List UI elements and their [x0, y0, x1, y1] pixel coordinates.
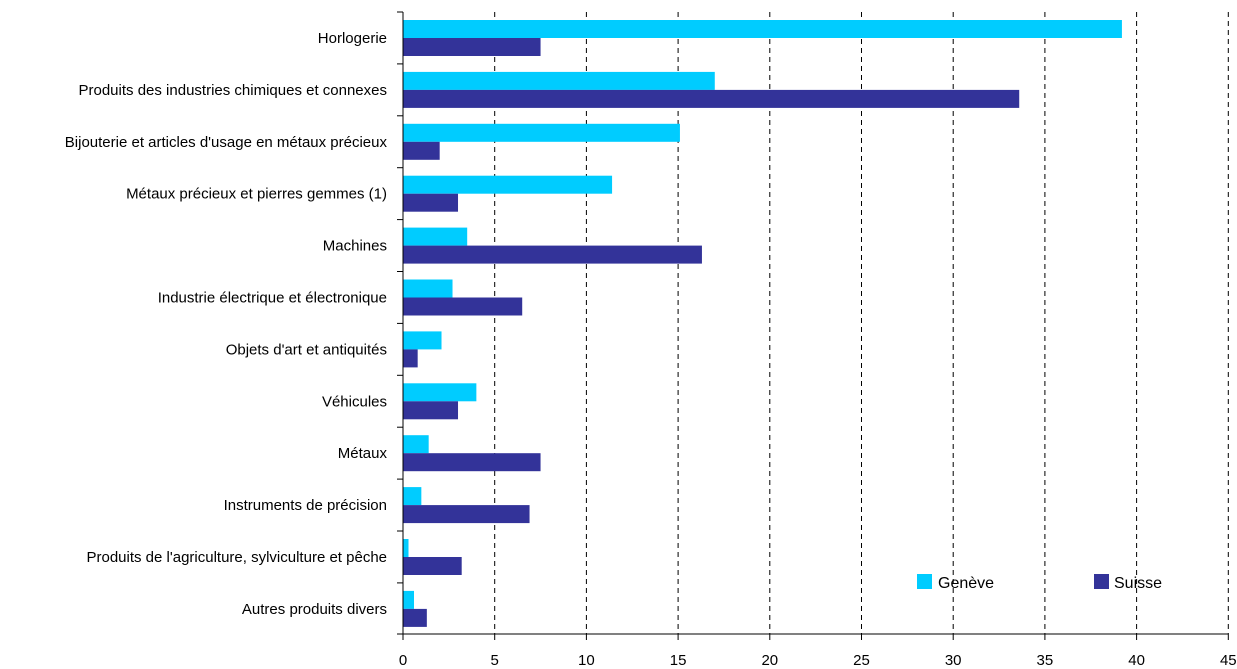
- x-tick-label-25: 25: [853, 652, 870, 669]
- bar-geneve-produits-des-industries-chimiques-et-connexes: [403, 71, 715, 90]
- category-label-instruments-de-precision: Instruments de précision: [224, 497, 387, 514]
- category-label-produits-de-l-agriculture-sylviculture-et-peche: Produits de l'agriculture, sylviculture …: [86, 549, 387, 566]
- bar-suisse-produits-des-industries-chimiques-et-connexes: [403, 89, 1020, 108]
- bar-suisse-metaux-precieux-et-pierres-gemmes-1: [403, 193, 459, 212]
- bar-suisse-machines: [403, 245, 702, 264]
- category-label-metaux: Métaux: [338, 445, 388, 462]
- x-tick-label-0: 0: [399, 652, 407, 669]
- category-label-machines: Machines: [323, 238, 387, 255]
- bar-geneve-instruments-de-precision: [403, 487, 422, 506]
- bar-geneve-industrie-electrique-et-electronique: [403, 279, 453, 298]
- bar-suisse-instruments-de-precision: [403, 505, 530, 524]
- legend-label-suisse: Suisse: [1114, 575, 1162, 592]
- category-labels: Horlogerie Produits des industries chimiq…: [65, 30, 388, 618]
- axes: [397, 11, 1229, 640]
- bar-geneve-bijouterie-et-articles-d-usage-en-metaux-precieux: [403, 123, 680, 142]
- category-label-bijouterie-et-articles-d-usage-en-metaux-precieux: Bijouterie et articles d'usage en métaux…: [65, 134, 388, 151]
- bar-suisse-industrie-electrique-et-electronique: [403, 297, 523, 316]
- bar-geneve-metaux-precieux-et-pierres-gemmes-1: [403, 175, 613, 194]
- bar-suisse-produits-de-l-agriculture-sylviculture-et-peche: [403, 557, 462, 575]
- bar-suisse-metaux: [403, 453, 541, 472]
- bar-geneve-autres-produits-divers: [403, 590, 415, 609]
- legend-swatch-suisse: [1094, 574, 1109, 589]
- bar-suisse-objets-d-art-et-antiquites: [403, 349, 418, 368]
- legend-swatch-geneve: [917, 574, 932, 589]
- x-tick-label-15: 15: [670, 652, 687, 669]
- x-tick-label-45: 45: [1220, 652, 1237, 669]
- category-label-metaux-precieux-et-pierres-gemmes-1: Métaux précieux et pierres gemmes (1): [126, 186, 387, 203]
- category-label-horlogerie: Horlogerie: [318, 30, 387, 47]
- bar-suisse-bijouterie-et-articles-d-usage-en-metaux-precieux: [403, 141, 440, 160]
- bar-suisse-vehicules: [403, 401, 459, 420]
- x-tick-label-5: 5: [491, 652, 499, 669]
- category-label-objets-d-art-et-antiquites: Objets d'art et antiquités: [226, 341, 387, 358]
- x-tick-label-10: 10: [578, 652, 595, 669]
- bar-geneve-produits-de-l-agriculture-sylviculture-et-peche: [403, 539, 409, 557]
- x-tick-label-35: 35: [1037, 652, 1054, 669]
- legend: Genève Suisse: [917, 574, 1162, 592]
- category-label-vehicules: Véhicules: [322, 393, 387, 410]
- bar-suisse-horlogerie: [403, 38, 541, 56]
- x-tick-label-20: 20: [761, 652, 778, 669]
- category-label-autres-produits-divers: Autres produits divers: [242, 601, 387, 618]
- bar-geneve-vehicules: [403, 383, 477, 402]
- x-tick-label-30: 30: [945, 652, 962, 669]
- gridlines: [494, 12, 1229, 634]
- category-label-industrie-electrique-et-electronique: Industrie électrique et électronique: [158, 290, 387, 307]
- x-tick-label-40: 40: [1128, 652, 1145, 669]
- bars: [403, 20, 1122, 627]
- category-label-produits-des-industries-chimiques-et-connexes: Produits des industries chimiques et con…: [79, 82, 388, 99]
- bar-geneve-metaux: [403, 435, 429, 454]
- bar-geneve-machines: [403, 227, 468, 246]
- bar-geneve-horlogerie: [403, 20, 1122, 38]
- legend-label-geneve: Genève: [938, 575, 994, 592]
- x-tick-labels: 0 5 10 15 20 25 30 35 40 45: [399, 652, 1237, 669]
- bar-suisse-autres-produits-divers: [403, 608, 427, 627]
- bar-geneve-objets-d-art-et-antiquites: [403, 331, 442, 350]
